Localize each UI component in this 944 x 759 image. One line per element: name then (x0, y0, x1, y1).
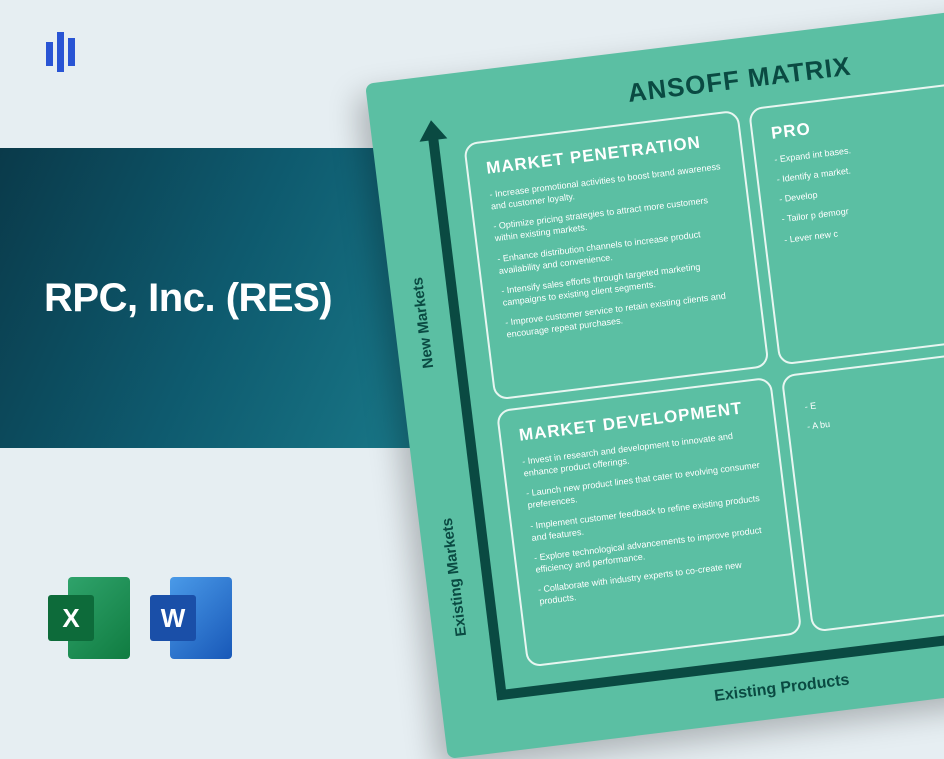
word-icon: W (150, 577, 232, 659)
excel-icon: X (48, 577, 130, 659)
x-axis-label: Existing Products (713, 671, 850, 705)
cell-market-development: MARKET DEVELOPMENT - Invest in research … (496, 377, 802, 668)
company-title: RPC, Inc. (RES) (44, 276, 332, 321)
title-band: RPC, Inc. (RES) (0, 148, 438, 448)
file-icons-row: X W (48, 577, 232, 659)
cell-top-right: PRO - Expand int bases. - Identify a mar… (748, 75, 944, 366)
y-axis-label-new: New Markets (409, 276, 437, 369)
cell-bottom-right: - E - A bu (781, 342, 944, 633)
cell-market-penetration: MARKET PENETRATION - Increase promotiona… (463, 110, 769, 401)
ansoff-matrix-card: ANSOFF MATRIX New Markets Existing Marke… (365, 1, 944, 759)
y-axis-label-existing: Existing Markets (439, 517, 470, 637)
brand-logo (42, 28, 82, 76)
matrix-grid: MARKET PENETRATION - Increase promotiona… (463, 75, 944, 668)
